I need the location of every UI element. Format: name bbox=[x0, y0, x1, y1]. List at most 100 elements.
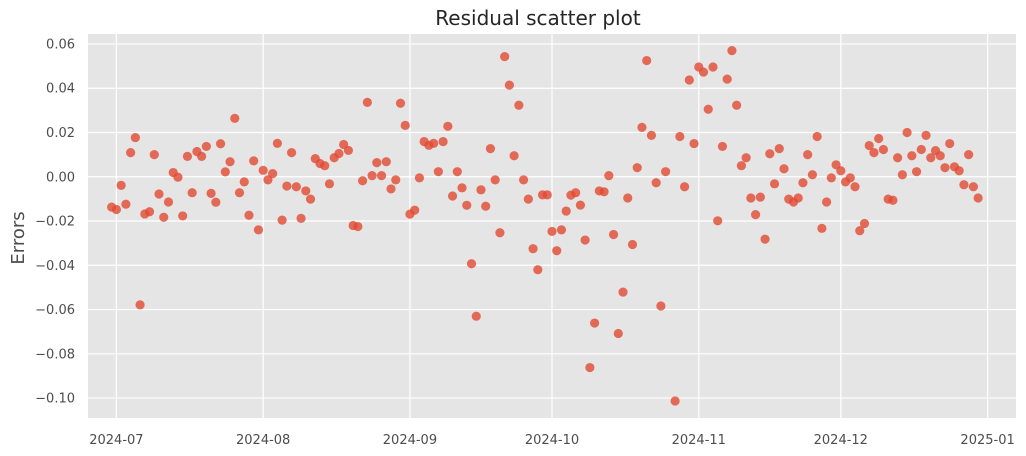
data-point bbox=[878, 144, 889, 155]
data-point bbox=[959, 180, 969, 190]
data-point bbox=[935, 151, 945, 161]
data-point bbox=[154, 189, 164, 199]
y-tick-label: 0.04 bbox=[46, 82, 75, 97]
data-point bbox=[490, 175, 500, 185]
y-tick-label: −0.10 bbox=[35, 392, 75, 407]
data-point bbox=[320, 161, 330, 171]
x-tick-label: 2024-10 bbox=[525, 433, 579, 448]
data-point bbox=[462, 200, 472, 210]
data-point bbox=[173, 172, 183, 182]
data-point bbox=[116, 180, 126, 190]
data-point bbox=[798, 178, 808, 188]
data-point bbox=[689, 138, 699, 149]
data-point bbox=[211, 197, 221, 207]
data-point bbox=[746, 193, 756, 203]
data-point bbox=[367, 171, 377, 181]
data-point bbox=[163, 197, 174, 207]
data-point bbox=[239, 177, 249, 187]
data-point bbox=[580, 235, 590, 245]
data-point bbox=[888, 195, 898, 205]
data-point bbox=[386, 184, 396, 194]
data-point bbox=[201, 141, 211, 152]
y-tick-label: −0.04 bbox=[35, 259, 75, 274]
data-point bbox=[121, 199, 131, 209]
data-point bbox=[296, 213, 306, 223]
data-point bbox=[547, 226, 557, 237]
data-point bbox=[618, 287, 628, 297]
data-point bbox=[755, 192, 765, 202]
y-tick-label: −0.02 bbox=[35, 215, 75, 230]
data-point bbox=[585, 362, 595, 373]
data-point bbox=[769, 179, 780, 189]
data-point bbox=[552, 246, 562, 256]
data-point bbox=[291, 182, 301, 192]
data-point bbox=[443, 121, 453, 131]
data-point bbox=[438, 136, 448, 147]
data-point bbox=[504, 80, 514, 90]
data-point bbox=[708, 62, 718, 72]
data-point bbox=[859, 218, 870, 229]
data-point bbox=[414, 173, 425, 183]
data-point bbox=[774, 144, 784, 154]
data-point bbox=[916, 144, 926, 155]
data-point bbox=[760, 234, 770, 244]
x-tick-label: 2024-07 bbox=[89, 433, 143, 448]
data-point bbox=[481, 201, 491, 211]
data-point bbox=[722, 74, 732, 84]
data-point bbox=[698, 67, 709, 77]
data-point bbox=[736, 161, 746, 171]
data-point bbox=[632, 163, 642, 173]
data-point bbox=[642, 55, 652, 66]
data-point bbox=[182, 151, 193, 161]
data-point bbox=[244, 210, 254, 220]
data-point bbox=[926, 153, 936, 163]
data-point bbox=[717, 141, 728, 152]
data-point bbox=[741, 153, 751, 163]
data-point bbox=[727, 45, 737, 56]
data-point bbox=[765, 149, 775, 159]
data-point bbox=[362, 97, 372, 107]
data-point bbox=[514, 100, 524, 110]
data-point bbox=[599, 187, 609, 197]
data-point bbox=[528, 244, 538, 254]
data-point bbox=[111, 204, 122, 215]
x-axis-ticks: 2024-07 2024-08 2024-09 2024-10 2024-11 2024-… bbox=[89, 433, 1015, 448]
data-point bbox=[822, 197, 832, 207]
data-point bbox=[703, 104, 713, 114]
y-tick-label: 0.02 bbox=[46, 126, 75, 141]
data-point bbox=[940, 163, 950, 173]
data-point bbox=[395, 98, 406, 108]
data-point bbox=[144, 207, 155, 217]
y-tick-label: −0.08 bbox=[35, 347, 75, 362]
data-point bbox=[130, 132, 140, 143]
data-point bbox=[542, 190, 552, 200]
x-tick-label: 2024-12 bbox=[814, 433, 868, 448]
data-point bbox=[964, 150, 974, 160]
data-point bbox=[779, 164, 789, 174]
data-point bbox=[476, 185, 486, 195]
data-point bbox=[500, 51, 510, 62]
x-tick-label: 2024-09 bbox=[383, 433, 437, 448]
y-tick-label: 0.00 bbox=[46, 170, 75, 185]
data-point bbox=[637, 122, 647, 132]
data-point bbox=[215, 139, 226, 149]
data-point bbox=[954, 166, 964, 176]
data-point bbox=[485, 144, 496, 154]
data-point bbox=[286, 148, 297, 158]
chart-title: Residual scatter plot bbox=[435, 6, 641, 30]
data-point bbox=[921, 130, 931, 140]
data-point bbox=[793, 193, 803, 203]
data-point bbox=[358, 176, 368, 186]
data-point bbox=[750, 210, 761, 220]
data-point bbox=[869, 148, 879, 158]
y-tick-label: 0.06 bbox=[46, 37, 75, 52]
data-point bbox=[661, 167, 671, 177]
data-point bbox=[149, 150, 159, 160]
data-point bbox=[126, 148, 136, 158]
x-tick-label: 2024-11 bbox=[672, 433, 726, 448]
data-point bbox=[670, 396, 680, 406]
data-point bbox=[556, 225, 567, 235]
x-tick-label: 2024-08 bbox=[236, 433, 290, 448]
data-point bbox=[679, 182, 690, 192]
data-point bbox=[897, 170, 907, 180]
